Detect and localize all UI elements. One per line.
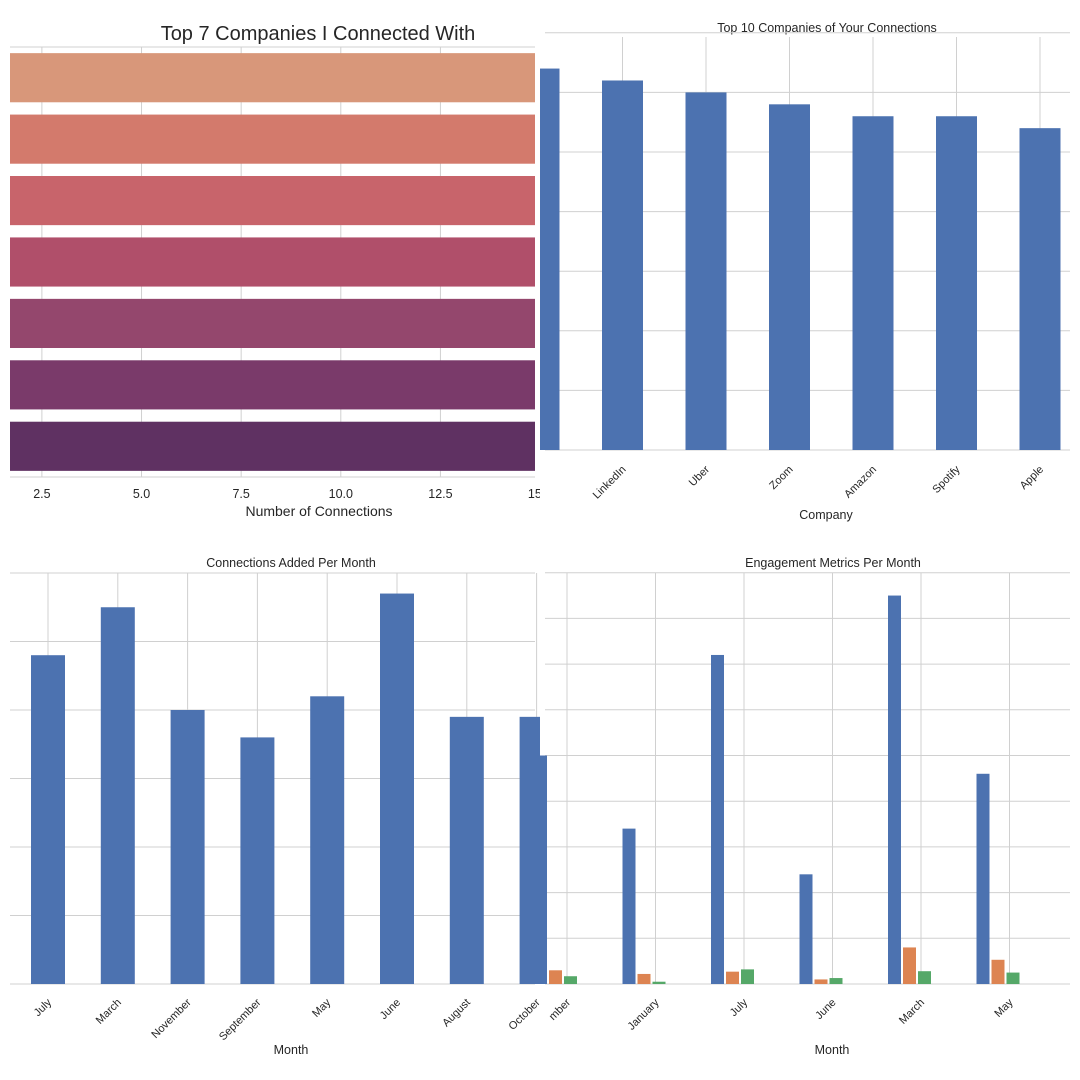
chart-engagement-per-month: Engagement Metrics Per Month mber January…: [540, 556, 1070, 1057]
chart-connections-per-month: Connections Added Per Month July March Nov…: [10, 556, 540, 1057]
x-tick-label: 15.0: [528, 487, 540, 501]
x-tick-label: mber: [547, 996, 573, 1022]
bar-blue: [540, 755, 547, 984]
bar: [685, 92, 727, 451]
x-tick-label: January: [625, 996, 662, 1033]
x-tick-label: Spotify: [930, 463, 963, 496]
chart-title: Top 10 Companies of Your Connections: [717, 21, 937, 35]
bar: [10, 298, 535, 348]
x-axis-label: Month: [815, 1043, 850, 1057]
bar-green: [829, 978, 843, 984]
x-axis-label: Month: [274, 1043, 309, 1057]
bar-blue: [888, 595, 901, 984]
bar-blue: [799, 874, 813, 984]
bar: [100, 607, 135, 984]
bar-blue: [976, 773, 990, 984]
x-tick-label: March: [897, 997, 927, 1027]
bar: [240, 737, 275, 984]
bar: [540, 68, 560, 450]
chart-title: Top 7 Companies I Connected With: [161, 23, 476, 45]
chart-title: Engagement Metrics Per Month: [745, 556, 921, 570]
bar-orange: [726, 971, 739, 984]
bar: [380, 593, 414, 984]
x-tick-label: October: [507, 996, 540, 1032]
x-tick-label: Zoom: [767, 464, 795, 492]
bar: [10, 237, 535, 287]
bar-orange: [637, 973, 651, 984]
x-tick-label: September: [217, 996, 264, 1043]
x-tick-label: May: [992, 996, 1016, 1020]
bar-green: [564, 976, 577, 984]
bar-green: [741, 969, 754, 984]
bar: [519, 716, 540, 984]
x-tick-label: June: [378, 997, 403, 1022]
x-tick-label: 7.5: [232, 487, 249, 501]
bar-orange: [991, 959, 1005, 984]
chart-top-10-companies: Top 10 Companies of Your Connections Lin…: [540, 21, 1070, 522]
x-tick-label: June: [813, 997, 838, 1022]
x-tick-label: August: [440, 997, 473, 1030]
x-tick-label: 2.5: [33, 487, 50, 501]
x-tick-label: July: [32, 996, 55, 1019]
chart-title: Connections Added Per Month: [206, 556, 376, 570]
x-tick-label: 12.5: [428, 487, 452, 501]
bar-orange: [549, 970, 562, 984]
bar-orange: [814, 979, 828, 984]
x-tick-label: November: [149, 996, 194, 1041]
bar: [10, 176, 535, 226]
bar-green: [652, 981, 666, 984]
x-tick-label: May: [310, 996, 334, 1020]
bar: [852, 116, 894, 451]
bar: [769, 104, 810, 450]
x-tick-label: March: [94, 997, 124, 1027]
bar: [10, 53, 535, 103]
x-tick-label: Uber: [687, 463, 713, 489]
bar-green: [1006, 972, 1020, 984]
x-axis-label: Number of Connections: [245, 503, 392, 519]
bar-blue: [622, 828, 636, 984]
x-axis-label: Company: [799, 508, 853, 522]
x-tick-label: July: [728, 996, 751, 1019]
bar: [936, 116, 977, 451]
bar-green: [918, 971, 931, 984]
x-tick-label: Amazon: [842, 464, 879, 501]
x-tick-label: 10.0: [329, 487, 353, 501]
bar: [170, 710, 205, 984]
bar: [10, 360, 535, 410]
bar: [602, 80, 643, 450]
bar: [449, 716, 484, 984]
x-tick-label: 5.0: [133, 487, 150, 501]
x-tick-label: Apple: [1018, 464, 1046, 492]
bar: [10, 114, 535, 164]
bar-blue: [711, 654, 724, 984]
bar-orange: [903, 947, 916, 984]
x-tick-label: LinkedIn: [591, 464, 629, 502]
bar: [1019, 128, 1061, 450]
bar: [31, 655, 65, 984]
chart-top-7-companies: Top 7 Companies I Connected With 2.5 5.0 7…: [10, 23, 540, 519]
bar: [310, 696, 345, 984]
bar: [10, 421, 535, 471]
